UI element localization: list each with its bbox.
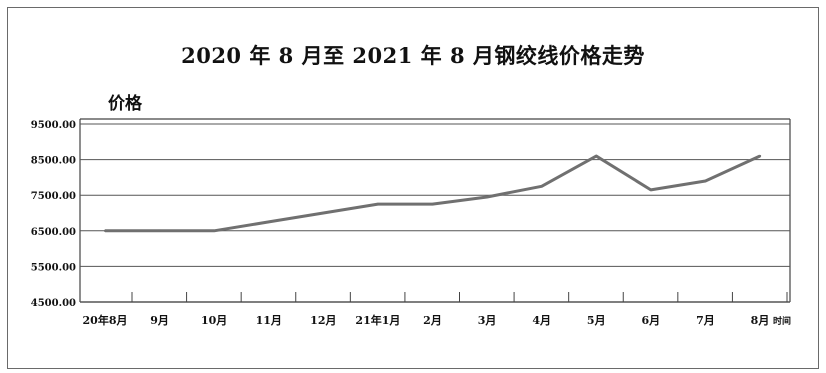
x-tick-label: 12月 — [310, 314, 336, 327]
y-tick-label: 6500.00 — [31, 227, 76, 238]
x-tick-label: 10月 — [201, 314, 227, 327]
chart-frame — [7, 7, 819, 369]
x-tick-label: 6月 — [642, 314, 661, 327]
data-point — [212, 229, 216, 232]
x-tick-label: 21年1月 — [355, 313, 400, 327]
y-tick-labels: 4500.00 5500.00 6500.00 7500.00 8500.00 9500.… — [31, 120, 76, 309]
chart-title: 2020 年 8 月至 2021 年 8 月钢绞线价格走势 — [181, 43, 645, 68]
y-axis-label: 价格 — [108, 94, 142, 114]
x-tick-label: 8月 — [751, 314, 770, 327]
series-lines — [103, 154, 762, 233]
x-axis-label: 时间 — [773, 315, 791, 327]
data-point — [485, 195, 489, 199]
x-tick-label: 2月 — [423, 314, 442, 327]
y-tick-label: 4500.00 — [31, 298, 76, 309]
data-point — [595, 154, 598, 158]
data-point — [376, 202, 380, 206]
data-point — [103, 229, 107, 232]
data-point — [540, 185, 543, 188]
y-tick-label: 9500.00 — [31, 120, 76, 131]
data-point — [267, 220, 270, 224]
x-tick-label: 7月 — [696, 314, 715, 327]
data-point — [158, 229, 161, 232]
x-tick-label: 11月 — [256, 314, 282, 327]
series-line — [105, 154, 761, 233]
x-tick-labels: 20年8月 9月 10月 11月 12月 21年1月 2月 3月 4月 5月 6月 7月 8月 时间 — [83, 313, 791, 327]
y-tick-label: 8500.00 — [31, 156, 76, 167]
y-tick-label: 5500.00 — [31, 262, 76, 273]
x-tick-label: 9月 — [150, 314, 169, 327]
x-tick-label: 3月 — [478, 314, 497, 327]
data-point — [704, 179, 707, 183]
x-tick-label: 4月 — [532, 314, 551, 327]
grid-lines — [79, 118, 791, 303]
data-point — [322, 211, 325, 215]
x-tick-label: 5月 — [587, 314, 606, 327]
data-point — [758, 154, 762, 158]
data-point — [649, 188, 653, 192]
x-tick-label: 20年8月 — [83, 313, 128, 327]
y-tick-label: 7500.00 — [31, 191, 76, 202]
data-point — [431, 202, 434, 206]
